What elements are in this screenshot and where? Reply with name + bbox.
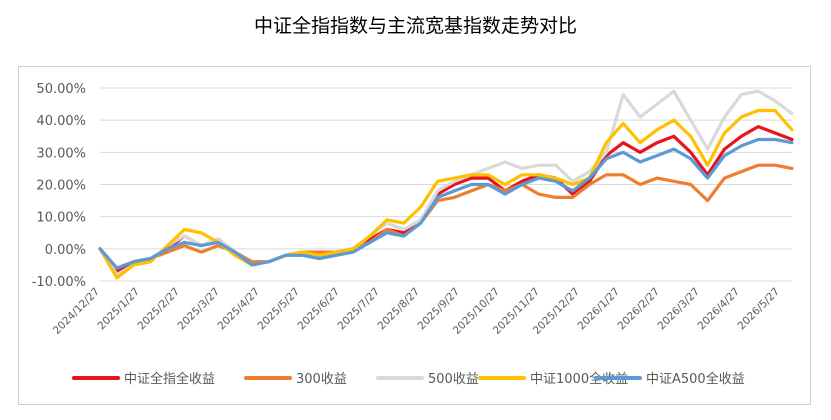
series-line xyxy=(98,137,794,270)
chart-title: 中证全指指数与主流宽基指数走势对比 xyxy=(253,15,577,37)
legend-label: 500收益 xyxy=(428,372,479,387)
y-axis: 50.00% 40.00% 30.00% 20.00% 10.00% 0.00% -10.0… xyxy=(32,82,86,290)
x-tick-label: 2025/5/27 xyxy=(256,286,303,333)
x-tick-label: 2024/12/27 xyxy=(51,286,102,337)
x-tick-label: 2025/6/27 xyxy=(296,286,343,333)
series-line xyxy=(98,108,794,280)
legend-label: 中证A500全收益 xyxy=(646,371,745,387)
x-tick-label: 2026/2/27 xyxy=(616,286,663,333)
y-tick-label: 20.00% xyxy=(36,179,86,194)
y-tick-label: 50.00% xyxy=(36,82,86,97)
y-tick-label: 30.00% xyxy=(36,146,86,161)
legend: 中证全指全收益 300收益 500收益 中证1000全收益 中证A500全收益 xyxy=(72,371,745,387)
x-tick-label: 2025/7/27 xyxy=(336,286,383,333)
y-tick-label: 0.00% xyxy=(45,243,86,258)
series-lines xyxy=(98,89,794,280)
legend-label: 300收益 xyxy=(296,372,347,387)
x-tick-label: 2026/5/27 xyxy=(736,286,783,333)
x-tick-label: 2025/3/27 xyxy=(176,286,223,333)
x-tick-label: 2025/1/27 xyxy=(96,286,143,333)
series-line xyxy=(98,163,794,270)
x-tick-label: 2025/8/27 xyxy=(376,286,423,333)
x-tick-label: 2026/3/27 xyxy=(656,286,703,333)
y-tick-label: -10.00% xyxy=(32,275,86,290)
x-axis: 2024/12/272025/1/272025/2/272025/3/27202… xyxy=(51,286,782,337)
gridlines xyxy=(100,87,792,282)
x-tick-label: 2026/4/27 xyxy=(696,286,743,333)
x-tick-label: 2025/2/27 xyxy=(136,286,183,333)
y-tick-label: 40.00% xyxy=(36,114,86,129)
chart-frame xyxy=(18,66,811,405)
legend-label: 中证1000全收益 xyxy=(530,371,628,387)
x-tick-label: 2026/1/27 xyxy=(576,286,623,333)
legend-label: 中证全指全收益 xyxy=(124,371,215,387)
y-tick-label: 10.00% xyxy=(36,211,86,226)
x-tick-label: 2025/4/27 xyxy=(216,286,263,333)
